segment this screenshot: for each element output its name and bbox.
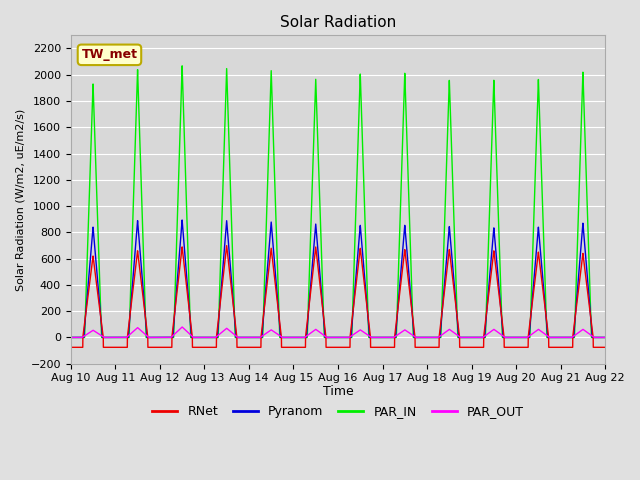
PAR_OUT — [95, 331, 103, 337]
Line: Pyranom: Pyranom — [71, 220, 605, 337]
Title: Solar Radiation: Solar Radiation — [280, 15, 396, 30]
PAR_IN — [340, 335, 348, 340]
Pyranom — [340, 335, 348, 340]
RNet — [67, 345, 75, 350]
PAR_OUT — [602, 335, 609, 340]
PAR_IN — [392, 335, 399, 340]
RNet — [146, 345, 154, 350]
Legend: RNet, Pyranom, PAR_IN, PAR_OUT: RNet, Pyranom, PAR_IN, PAR_OUT — [147, 400, 529, 423]
Line: PAR_OUT: PAR_OUT — [71, 327, 605, 337]
RNet — [205, 345, 213, 350]
Pyranom — [205, 335, 213, 340]
Line: RNet: RNet — [71, 246, 605, 348]
PAR_OUT — [146, 335, 154, 340]
X-axis label: Time: Time — [323, 385, 353, 398]
PAR_IN — [205, 335, 213, 340]
Pyranom — [179, 217, 186, 223]
PAR_OUT — [179, 324, 186, 330]
PAR_OUT — [348, 333, 356, 338]
PAR_IN — [179, 63, 186, 69]
Y-axis label: Solar Radiation (W/m2, uE/m2/s): Solar Radiation (W/m2, uE/m2/s) — [15, 108, 25, 291]
RNet — [602, 345, 609, 350]
PAR_OUT — [340, 335, 348, 340]
PAR_IN — [146, 335, 154, 340]
Pyranom — [146, 335, 154, 340]
PAR_IN — [348, 327, 356, 333]
PAR_IN — [67, 335, 75, 340]
PAR_IN — [95, 256, 103, 262]
RNet — [340, 345, 348, 350]
Pyranom — [602, 335, 609, 340]
RNet — [95, 300, 103, 305]
Pyranom — [95, 293, 103, 299]
Text: TW_met: TW_met — [81, 48, 138, 61]
RNet — [348, 317, 356, 323]
PAR_IN — [602, 335, 609, 340]
RNet — [392, 324, 399, 330]
Line: PAR_IN: PAR_IN — [71, 66, 605, 337]
PAR_OUT — [205, 335, 213, 340]
Pyranom — [392, 331, 399, 336]
PAR_OUT — [67, 335, 75, 340]
Pyranom — [67, 335, 75, 340]
PAR_OUT — [392, 333, 399, 339]
RNet — [223, 243, 230, 249]
Pyranom — [348, 321, 356, 327]
